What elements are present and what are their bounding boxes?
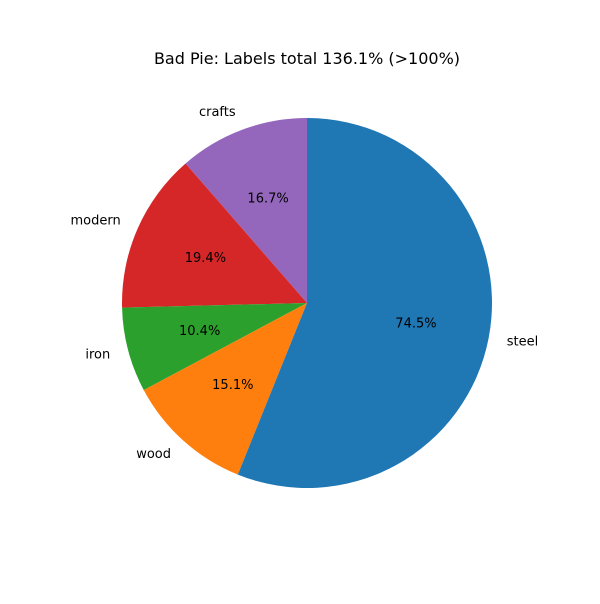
pie-slice-steel: [237, 118, 492, 488]
pie-pct-label-wood: 15.1%: [212, 378, 253, 393]
pie-slice-iron: [122, 303, 307, 391]
pie-label-modern: modern: [71, 214, 121, 229]
pie-slices: [122, 118, 492, 488]
pie-pct-label-modern: 19.4%: [185, 251, 226, 266]
pie-label-crafts: crafts: [199, 105, 236, 120]
pie-label-iron: iron: [85, 347, 110, 362]
pie-label-wood: wood: [136, 447, 171, 462]
chart-title: Bad Pie: Labels total 136.1% (>100%): [154, 49, 460, 68]
pie-pct-label-iron: 10.4%: [179, 324, 220, 339]
pie-slice-crafts: [185, 118, 307, 303]
pie-label-steel: steel: [507, 334, 538, 349]
pie-slice-modern: [122, 163, 307, 308]
pie-pct-label-steel: 74.5%: [395, 317, 436, 332]
pie-slice-wood: [143, 303, 307, 475]
pie-pct-label-crafts: 16.7%: [247, 192, 288, 207]
pie-labels: 16.7% crafts 19.4% modern 10.4% iron 15.1% wood…: [71, 105, 539, 462]
